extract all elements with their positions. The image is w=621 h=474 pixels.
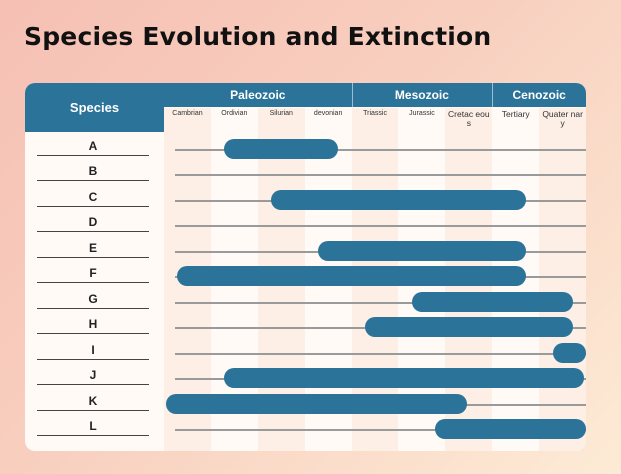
species-bar: [411, 291, 573, 312]
species-label: H: [88, 317, 98, 332]
row-separator: [37, 435, 149, 437]
species-bar: [271, 189, 526, 210]
chart-title: Species Evolution and Extinction: [24, 22, 492, 51]
timeline-line: [175, 429, 586, 432]
species-bar: [318, 240, 526, 261]
species-bar: [224, 368, 585, 389]
era-label: Paleozoic: [230, 88, 286, 102]
species-bar: [365, 317, 573, 338]
period-label: Tertiary: [501, 109, 530, 119]
species-header: Species: [25, 83, 164, 132]
era-label: Cenozoic: [512, 88, 566, 102]
row-separator: [37, 256, 149, 258]
period-label: Silurian: [269, 110, 293, 117]
species-chart: Species Paleozoic Mesozoic Cenozoic Cambria…: [25, 83, 586, 451]
species-bar: [165, 393, 468, 414]
species-label: K: [88, 393, 98, 408]
row-separator: [37, 333, 149, 335]
row-separator: [37, 307, 149, 309]
timeline-line: [175, 148, 586, 151]
era-header-band: [164, 83, 586, 107]
era-divider: [351, 83, 353, 107]
period-label: Jurassic: [409, 110, 435, 117]
species-bar: [435, 419, 586, 440]
species-label: E: [88, 240, 97, 255]
timeline-line: [175, 352, 586, 355]
species-label: A: [88, 138, 98, 153]
timeline-line: [175, 301, 586, 304]
species-label: G: [88, 291, 98, 306]
row-separator: [37, 180, 149, 182]
species-bar: [552, 342, 586, 363]
era-label: Mesozoic: [394, 88, 449, 102]
row-separator: [37, 282, 149, 284]
species-label: C: [88, 189, 98, 204]
period-label: Quater nary: [542, 109, 583, 128]
species-label: I: [91, 342, 95, 357]
row-separator: [37, 384, 149, 386]
species-label: B: [88, 164, 98, 179]
species-bar: [224, 138, 339, 159]
period-label: devonian: [313, 110, 343, 117]
species-label: F: [89, 266, 97, 281]
timeline-line: [175, 225, 586, 228]
period-label: Triassic: [363, 110, 387, 117]
era-divider: [492, 83, 494, 107]
period-label: Ordivian: [221, 110, 248, 117]
period-label: Cambrian: [172, 110, 203, 117]
timeline-line: [175, 174, 586, 177]
row-separator: [37, 205, 149, 207]
species-label: L: [89, 419, 97, 434]
period-column: [539, 108, 586, 451]
row-separator: [37, 358, 149, 360]
species-label: D: [88, 215, 98, 230]
species-bar: [177, 266, 526, 287]
row-separator: [37, 409, 149, 411]
period-label: Cretac eous: [448, 109, 490, 128]
species-label: J: [89, 368, 97, 383]
row-separator: [37, 231, 149, 233]
row-separator: [37, 154, 149, 156]
